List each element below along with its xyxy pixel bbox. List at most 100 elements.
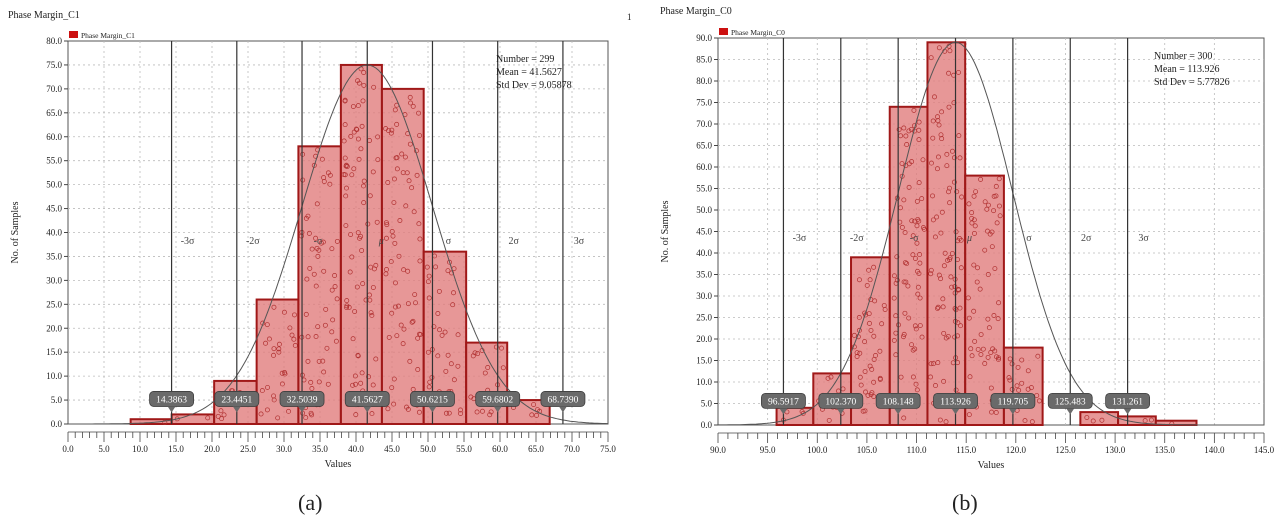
sample-dot	[944, 163, 950, 169]
x-tick-label: 105.0	[857, 445, 878, 455]
sample-dot	[391, 200, 397, 205]
y-tick-label: 60.0	[46, 132, 62, 142]
sample-dot	[318, 240, 324, 246]
sample-dot	[954, 189, 960, 195]
sample-dot	[354, 284, 360, 290]
sample-dot	[358, 380, 364, 386]
sample-dot	[324, 345, 330, 351]
sample-dot	[388, 130, 394, 136]
sample-dot	[443, 368, 449, 374]
page-number: 1	[627, 12, 632, 22]
sample-dot	[455, 332, 461, 338]
sample-dot	[218, 408, 224, 414]
x-tick-label: 125.0	[1055, 445, 1076, 455]
sample-dot	[287, 325, 293, 331]
sample-dot	[291, 336, 297, 342]
sample-dot	[902, 230, 908, 235]
sample-dot	[474, 409, 480, 415]
sample-dot	[866, 267, 872, 273]
sample-dot	[986, 325, 992, 331]
sample-dot	[877, 375, 883, 381]
sample-dot	[360, 281, 366, 287]
y-tick-label: 10.0	[46, 371, 62, 381]
sample-dot	[978, 176, 984, 182]
sample-dot	[941, 378, 947, 384]
sample-dot	[1009, 386, 1015, 392]
sigma-region-label: -2σ	[850, 233, 864, 244]
sigma-value-label: 119.705	[998, 397, 1029, 407]
x-tick-label: 15.0	[168, 444, 184, 454]
sample-dot	[972, 338, 978, 344]
sample-dot	[854, 350, 860, 356]
sample-dot	[1029, 419, 1035, 425]
sample-dot	[862, 408, 868, 414]
sample-dot	[989, 229, 995, 235]
sample-dot	[882, 307, 888, 313]
sample-dot	[969, 220, 975, 226]
histogram-bar	[1002, 346, 1044, 427]
stats-line: Std Dev = 9.05878	[496, 80, 572, 91]
sample-dot	[361, 82, 367, 88]
sample-dot	[425, 349, 431, 355]
sample-dot	[972, 230, 977, 236]
sample-dot	[384, 222, 390, 228]
sample-dot	[1036, 398, 1042, 404]
sample-dot	[943, 419, 949, 425]
sample-dot	[917, 295, 923, 301]
sample-dot	[391, 401, 397, 407]
sample-dot	[971, 262, 977, 268]
sigma-region-label: -σ	[910, 233, 919, 244]
sample-dot	[989, 244, 995, 250]
sample-dot	[350, 104, 356, 109]
sample-dot	[1090, 418, 1096, 424]
sample-dot	[985, 354, 991, 360]
sample-dot	[393, 280, 398, 286]
sample-dot	[872, 298, 878, 304]
sample-dot	[916, 119, 922, 125]
legend-label: Phase Margin_C0	[731, 28, 785, 37]
sample-dot	[282, 370, 288, 375]
sample-dot	[289, 332, 295, 338]
sample-dot	[341, 138, 347, 144]
sample-dot	[932, 234, 938, 240]
sample-dot	[394, 166, 400, 172]
sample-dot	[258, 411, 264, 417]
sample-dot	[451, 377, 457, 383]
sample-dot	[935, 154, 941, 160]
sigma-value-label: 14.3863	[156, 395, 187, 405]
sample-dot	[281, 309, 287, 315]
sample-dot	[349, 172, 355, 178]
sample-dot	[403, 203, 409, 209]
sample-dot	[1084, 415, 1090, 420]
sigma-tag-pointer	[1008, 408, 1017, 415]
sample-dot	[368, 310, 374, 316]
sample-dot	[367, 193, 373, 199]
sample-dot	[416, 110, 422, 116]
sample-dot	[935, 360, 941, 366]
sample-dot	[982, 247, 988, 253]
legend-swatch	[69, 31, 78, 38]
sample-dot	[932, 94, 937, 100]
sample-dot	[898, 374, 904, 380]
sample-dot	[215, 413, 221, 419]
sample-dot	[327, 181, 333, 187]
sample-dot	[383, 271, 389, 277]
sample-dot	[439, 332, 445, 338]
x-tick-label: 130.0	[1105, 445, 1126, 455]
sample-dot	[485, 365, 491, 370]
sigma-region-label: μ	[378, 236, 384, 247]
sample-dot	[958, 237, 964, 243]
sample-dot	[910, 347, 916, 353]
sample-dot	[904, 261, 910, 267]
figure-caption: (b)	[952, 490, 978, 515]
sample-dot	[399, 151, 405, 157]
chart-title: Phase Margin_C1	[8, 10, 80, 21]
sample-dot	[933, 383, 938, 388]
stats-line: Number = 300	[1154, 51, 1212, 62]
sample-dot	[417, 332, 423, 338]
sample-dot	[487, 412, 493, 418]
sample-dot	[993, 183, 999, 189]
sample-dot	[928, 361, 934, 367]
sample-dot	[361, 70, 367, 75]
sample-dot	[319, 156, 325, 162]
